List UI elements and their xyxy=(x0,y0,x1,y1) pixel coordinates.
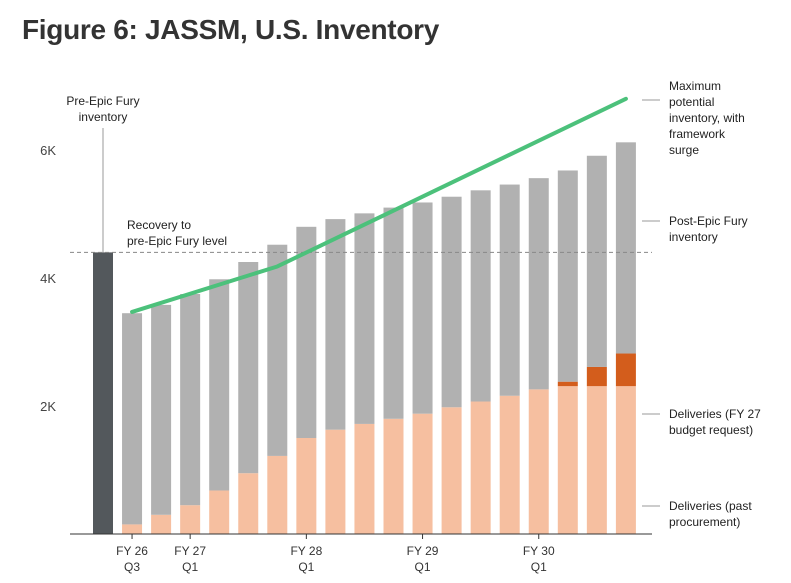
y-tick-label: 4K xyxy=(40,271,56,286)
annotation-max-potential: surge xyxy=(669,143,699,157)
x-tick-label: FY 28 xyxy=(290,544,322,558)
x-tick-label: FY 26 xyxy=(116,544,148,558)
bar-segment-post xyxy=(354,213,375,424)
annotation-max-potential: potential xyxy=(669,95,714,109)
bar-segment-past xyxy=(151,514,172,534)
bar-segment-budget xyxy=(615,353,636,387)
bar-segment-post xyxy=(238,262,259,474)
x-tick-label: Q1 xyxy=(298,560,314,574)
annotation-past-procurement: Deliveries (past xyxy=(669,499,752,513)
bar-segment-post xyxy=(499,184,520,396)
annotation-max-potential: Maximum xyxy=(669,79,721,93)
annotation-budget-request: budget request) xyxy=(669,423,753,437)
reference-line-label: Recovery to xyxy=(127,218,191,232)
bar-segment-past xyxy=(383,418,404,534)
lines-layer xyxy=(70,96,652,314)
bar-segment-past xyxy=(528,389,549,534)
axis-layer: 2K 4K 6K FY 26 Q3 FY 27 Q1 FY 28 Q1 FY 29 Q1 FY 30 Q… xyxy=(40,143,652,574)
bar-segment-post xyxy=(325,219,346,430)
annotation-budget-request: Deliveries (FY 27 xyxy=(669,407,761,421)
bar-segment-past xyxy=(615,386,636,534)
bar-segment-post xyxy=(383,207,404,419)
x-tick-label: Q1 xyxy=(415,560,431,574)
bar-segment-post xyxy=(615,142,636,354)
bar-segment-past xyxy=(267,455,288,534)
bars-layer xyxy=(93,142,636,534)
annotation-post-epic-fury: inventory xyxy=(669,230,718,244)
bar-segment-post xyxy=(122,313,143,525)
bar-segment-post xyxy=(441,196,462,408)
chart-title: Figure 6: JASSM, U.S. Inventory xyxy=(22,14,440,45)
bar-segment-budget xyxy=(557,381,578,387)
bar-segment-post xyxy=(586,155,607,367)
annotation-pre-epic-fury: inventory xyxy=(79,110,128,124)
annotation-pre-epic-fury: Pre-Epic Fury xyxy=(66,94,139,108)
bar-segment-past xyxy=(586,386,607,534)
bar-segment-past xyxy=(180,505,201,534)
bar-segment-past xyxy=(296,438,317,534)
bar-segment-budget xyxy=(586,366,607,387)
y-tick-label: 2K xyxy=(40,399,56,414)
bar-segment-post xyxy=(557,170,578,382)
annotations-layer: Recovery to pre-Epic Fury level Pre-Epic F… xyxy=(66,79,761,529)
bar-segment-past xyxy=(122,524,143,534)
x-tick-label: FY 27 xyxy=(174,544,206,558)
bar-segment-past xyxy=(499,395,520,534)
bar-segment-post xyxy=(470,190,491,402)
bar-segment-past xyxy=(354,423,375,534)
x-tick-label: FY 29 xyxy=(407,544,439,558)
bar-segment-post xyxy=(209,279,230,491)
bar-segment-past xyxy=(557,386,578,534)
bar-segment-past xyxy=(238,473,259,534)
x-tick-label: Q1 xyxy=(531,560,547,574)
annotation-max-potential: inventory, with xyxy=(669,111,745,125)
x-tick-label: Q1 xyxy=(182,560,198,574)
annotation-max-potential: framework xyxy=(669,127,726,141)
annotation-post-epic-fury: Post-Epic Fury xyxy=(669,214,748,228)
bar-segment-post xyxy=(528,178,549,390)
bar-segment-post xyxy=(412,202,433,414)
x-tick-label: Q3 xyxy=(124,560,140,574)
bar-segment-post xyxy=(180,294,201,506)
x-tick-label: FY 30 xyxy=(523,544,555,558)
reference-line-label: pre-Epic Fury level xyxy=(127,234,227,248)
max-potential-line xyxy=(130,96,628,314)
annotation-past-procurement: procurement) xyxy=(669,515,740,529)
bar-segment-past xyxy=(470,401,491,534)
bar-segment-past xyxy=(412,413,433,534)
bar-segment-post xyxy=(267,244,288,456)
bar-segment-post xyxy=(296,226,317,438)
bar-segment-past xyxy=(325,429,346,534)
y-tick-label: 6K xyxy=(40,143,56,158)
bar-pre-epic-fury xyxy=(93,252,113,534)
bar-segment-past xyxy=(441,407,462,534)
bar-segment-past xyxy=(209,490,230,534)
bar-segment-post xyxy=(151,304,172,515)
